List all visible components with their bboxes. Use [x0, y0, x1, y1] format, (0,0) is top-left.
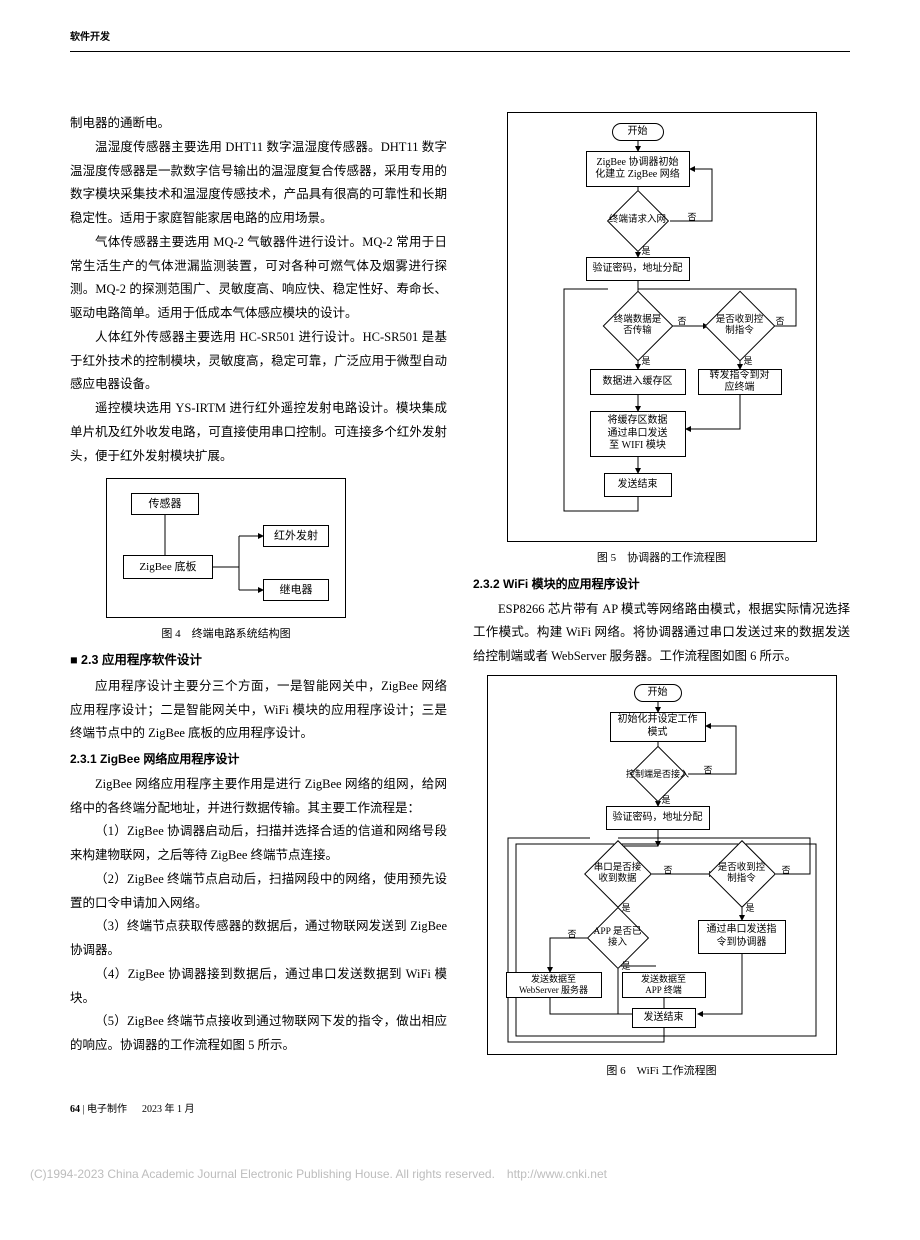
figure-5-caption: 图 5 协调器的工作流程图: [473, 548, 850, 569]
list-item: （4）ZigBee 协调器接到数据后，通过串口发送数据到 WiFi 模块。: [70, 963, 447, 1011]
header-category: 软件开发: [70, 28, 850, 51]
fig5-b6: 发送结束: [604, 473, 672, 497]
fig6-b2: 验证密码，地址分配: [606, 806, 710, 830]
fig5-yes: 是: [642, 243, 651, 260]
left-column: 制电器的通断电。 温湿度传感器主要选用 DHT11 数字温湿度传感器。DHT11…: [70, 112, 447, 1086]
para: ESP8266 芯片带有 AP 模式等网络路由模式，根据实际情况选择工作模式。构…: [473, 598, 850, 669]
journal-name: 电子制作: [87, 1104, 127, 1115]
fig5-no: 否: [776, 313, 785, 330]
fig6-yes: 是: [746, 900, 755, 917]
figure-5-flowchart: 开始 ZigBee 协调器初始 化建立 ZigBee 网络 终端请求入网 验证密…: [507, 112, 817, 542]
fig6-yes: 是: [622, 900, 631, 917]
section-2-3-title: ■ 2.3 应用程序软件设计: [70, 649, 447, 673]
two-column-layout: 制电器的通断电。 温湿度传感器主要选用 DHT11 数字温湿度传感器。DHT11…: [70, 112, 850, 1086]
fig5-b3: 数据进入缓存区: [590, 369, 686, 395]
list-item: （1）ZigBee 协调器启动后，扫描并选择合适的信道和网络号段来构建物联网，之…: [70, 820, 447, 868]
list-item: （3）终端节点获取传感器的数据后，通过物联网发送到 ZigBee 协调器。: [70, 915, 447, 963]
para: 温湿度传感器主要选用 DHT11 数字温湿度传感器。DHT11 数字温湿度传感器…: [70, 136, 447, 231]
copyright-line: (C)1994-2023 China Academic Journal Elec…: [0, 1139, 920, 1194]
fig6-no: 否: [782, 862, 791, 879]
fig5-start: 开始: [612, 123, 664, 141]
fig5-d1: 终端请求入网: [616, 199, 660, 243]
fig5-b2: 验证密码，地址分配: [586, 257, 690, 281]
fig6-d4: APP 是否已 接入: [596, 916, 640, 960]
header-rule: [70, 51, 850, 52]
figure-4-caption: 图 4 终端电路系统结构图: [106, 624, 346, 645]
fig5-no: 否: [688, 209, 697, 226]
fig5-d2: 终端数据是 否传输: [613, 301, 663, 351]
fig4-connectors: [107, 479, 347, 619]
para: 遥控模块选用 YS-IRTM 进行红外遥控发射电路设计。模块集成单片机及红外收发…: [70, 397, 447, 468]
fig5-b5: 将缓存区数据 通过串口发送 至 WIFI 模块: [590, 411, 686, 457]
list-item: （5）ZigBee 终端节点接收到通过物联网下发的指令，做出相应的响应。协调器的…: [70, 1010, 447, 1058]
figure-4-diagram: 传感器 ZigBee 底板 红外发射 继电器: [106, 478, 346, 618]
para: 应用程序设计主要分三个方面，一是智能网关中，ZigBee 网络应用程序设计；二是…: [70, 675, 447, 746]
fig5-b1: ZigBee 协调器初始 化建立 ZigBee 网络: [586, 151, 690, 187]
para: ZigBee 网络应用程序主要作用是进行 ZigBee 网络的组网，给网络中的各…: [70, 773, 447, 821]
fig5-yes: 是: [642, 353, 651, 370]
issue-date: 2023 年 1 月: [142, 1104, 195, 1115]
fig6-d3: 是否收到控 制指令: [718, 850, 766, 898]
fig5-b4: 转发指令到对 应终端: [698, 369, 782, 395]
section-2-3-1-title: 2.3.1 ZigBee 网络应用程序设计: [70, 748, 447, 771]
fig5-yes: 是: [744, 353, 753, 370]
fig6-b6: 发送结束: [632, 1008, 696, 1028]
para: 气体传感器主要选用 MQ-2 气敏器件进行设计。MQ-2 常用于日常生活生产的气…: [70, 231, 447, 326]
fig6-b1: 初始化并设定工作 模式: [610, 712, 706, 742]
fig6-yes: 是: [662, 792, 671, 809]
fig6-yes: 是: [622, 958, 631, 975]
fig6-d1: 控制端是否接入: [638, 754, 678, 794]
figure-6-caption: 图 6 WiFi 工作流程图: [473, 1061, 850, 1082]
fig6-b5: 发送数据至 APP 终端: [622, 972, 706, 998]
page-number: 64: [70, 1104, 80, 1115]
figure-6-flowchart: 开始 初始化并设定工作 模式 控制端是否接入 验证密码，地址分配 串口是否接 收…: [487, 675, 837, 1055]
fig6-b3: 通过串口发送指 令到协调器: [698, 920, 786, 954]
page-footer: 64 | 电子制作 2023 年 1 月: [70, 1100, 850, 1119]
page: 软件开发 制电器的通断电。 温湿度传感器主要选用 DHT11 数字温湿度传感器。…: [0, 0, 920, 1139]
fig6-no: 否: [664, 862, 673, 879]
para: 人体红外传感器主要选用 HC-SR501 进行设计。HC-SR501 是基于红外…: [70, 326, 447, 397]
fig5-d3: 是否收到控 制指令: [715, 301, 765, 351]
list-item: （2）ZigBee 终端节点启动后，扫描网段中的网络，使用预先设置的口令申请加入…: [70, 868, 447, 916]
fig5-no: 否: [678, 313, 687, 330]
fig6-b4: 发送数据至 WebServer 服务器: [506, 972, 602, 998]
fig6-d2: 串口是否接 收到数据: [594, 850, 642, 898]
section-2-3-2-title: 2.3.2 WiFi 模块的应用程序设计: [473, 573, 850, 596]
fig6-no: 否: [704, 762, 713, 779]
para: 制电器的通断电。: [70, 112, 447, 136]
right-column: 开始 ZigBee 协调器初始 化建立 ZigBee 网络 终端请求入网 验证密…: [473, 112, 850, 1086]
fig6-start: 开始: [634, 684, 682, 702]
fig6-no: 否: [568, 926, 577, 943]
